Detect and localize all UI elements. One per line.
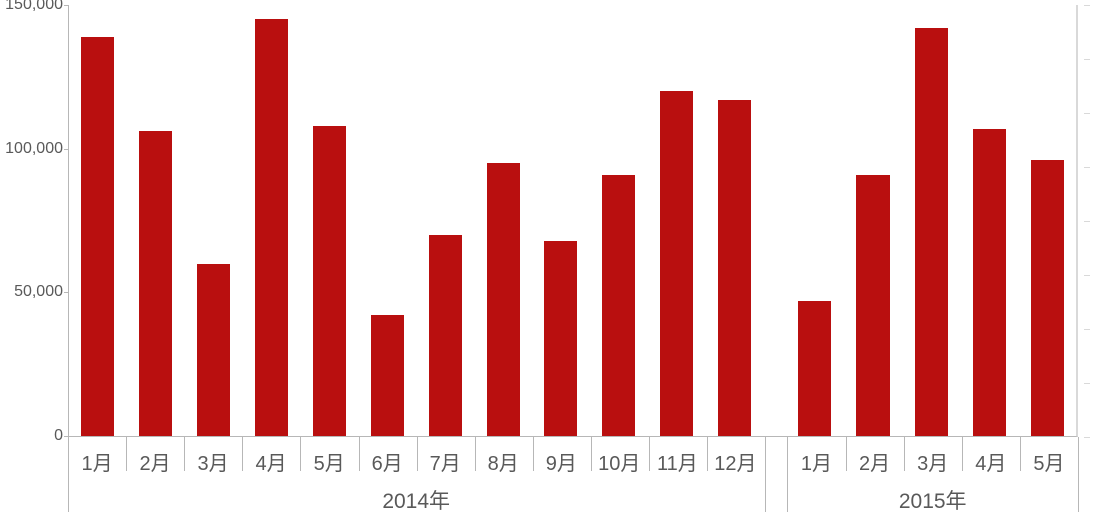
right-tick-mark bbox=[1084, 113, 1090, 114]
bar-chart: 050,000100,000150,0001月2月3月4月5月6月7月8月9月1… bbox=[0, 0, 1098, 528]
x-month-label: 10月 bbox=[590, 447, 648, 476]
bar-slot bbox=[1019, 5, 1076, 436]
x-month-label: 8月 bbox=[474, 447, 532, 476]
x-month-label: 4月 bbox=[962, 447, 1020, 476]
y-tick-label: 100,000 bbox=[5, 140, 69, 158]
y-tick-label: 50,000 bbox=[14, 283, 69, 301]
x-month-label: 11月 bbox=[648, 447, 706, 476]
x-year-labels: 2014年 2015年 bbox=[68, 485, 1078, 515]
bar-slot bbox=[706, 5, 763, 436]
bar bbox=[1031, 160, 1064, 436]
y-tick-label: 150,000 bbox=[5, 0, 69, 14]
bar bbox=[139, 131, 172, 436]
bar bbox=[602, 175, 635, 436]
x-month-label: 1月 bbox=[787, 447, 845, 476]
x-month-label: 2月 bbox=[846, 447, 904, 476]
x-month-label: 12月 bbox=[706, 447, 764, 476]
bar bbox=[718, 100, 751, 436]
bar-slot bbox=[475, 5, 533, 436]
bar bbox=[487, 163, 520, 436]
group-gap bbox=[764, 5, 786, 436]
year-group bbox=[786, 5, 1076, 436]
bar-slot bbox=[533, 5, 591, 436]
x-month-label: 6月 bbox=[358, 447, 416, 476]
x-year-label: 2015年 bbox=[787, 485, 1078, 515]
right-tick-mark bbox=[1084, 329, 1090, 330]
bar-slot bbox=[69, 5, 127, 436]
bars-row bbox=[69, 5, 1076, 436]
bar-slot bbox=[301, 5, 359, 436]
bar-slot bbox=[359, 5, 417, 436]
x-month-labels: 1月2月3月4月5月6月7月8月9月10月11月12月1月2月3月4月5月 bbox=[68, 447, 1078, 476]
bar bbox=[544, 241, 577, 436]
bar-slot bbox=[786, 5, 844, 436]
bar bbox=[81, 37, 114, 436]
x-month-label: 2月 bbox=[126, 447, 184, 476]
right-tick-mark bbox=[1084, 383, 1090, 384]
bar-slot bbox=[185, 5, 243, 436]
right-tick-mark bbox=[1084, 167, 1090, 168]
bar bbox=[915, 28, 948, 436]
x-month-label: 3月 bbox=[184, 447, 242, 476]
bar bbox=[255, 19, 288, 436]
bar-slot bbox=[590, 5, 648, 436]
right-tick-mark bbox=[1084, 5, 1090, 6]
bar-slot bbox=[127, 5, 185, 436]
bar bbox=[371, 315, 404, 436]
year-group bbox=[69, 5, 764, 436]
bar-slot bbox=[648, 5, 706, 436]
bar-slot bbox=[844, 5, 902, 436]
bar-slot bbox=[961, 5, 1019, 436]
bar bbox=[429, 235, 462, 436]
bar bbox=[798, 301, 831, 436]
x-month-label: 5月 bbox=[1020, 447, 1078, 476]
x-month-label: 5月 bbox=[300, 447, 358, 476]
bar bbox=[973, 129, 1006, 436]
x-month-label: 3月 bbox=[904, 447, 962, 476]
bar-slot bbox=[903, 5, 961, 436]
x-month-label: 4月 bbox=[242, 447, 300, 476]
right-tick-mark bbox=[1084, 221, 1090, 222]
right-tick-mark bbox=[1084, 275, 1090, 276]
bar bbox=[856, 175, 889, 436]
x-year-label: 2014年 bbox=[68, 485, 765, 515]
plot-area: 050,000100,000150,000 bbox=[68, 5, 1078, 437]
right-tick-mark bbox=[1084, 59, 1090, 60]
x-month-label: 9月 bbox=[532, 447, 590, 476]
bar bbox=[197, 264, 230, 436]
x-tick-mark bbox=[1078, 437, 1079, 512]
x-month-label: 1月 bbox=[68, 447, 126, 476]
bar-slot bbox=[243, 5, 301, 436]
bar-slot bbox=[417, 5, 475, 436]
right-tick-mark bbox=[1084, 437, 1090, 438]
bar bbox=[313, 126, 346, 436]
x-month-label: 7月 bbox=[416, 447, 474, 476]
bar bbox=[660, 91, 693, 436]
